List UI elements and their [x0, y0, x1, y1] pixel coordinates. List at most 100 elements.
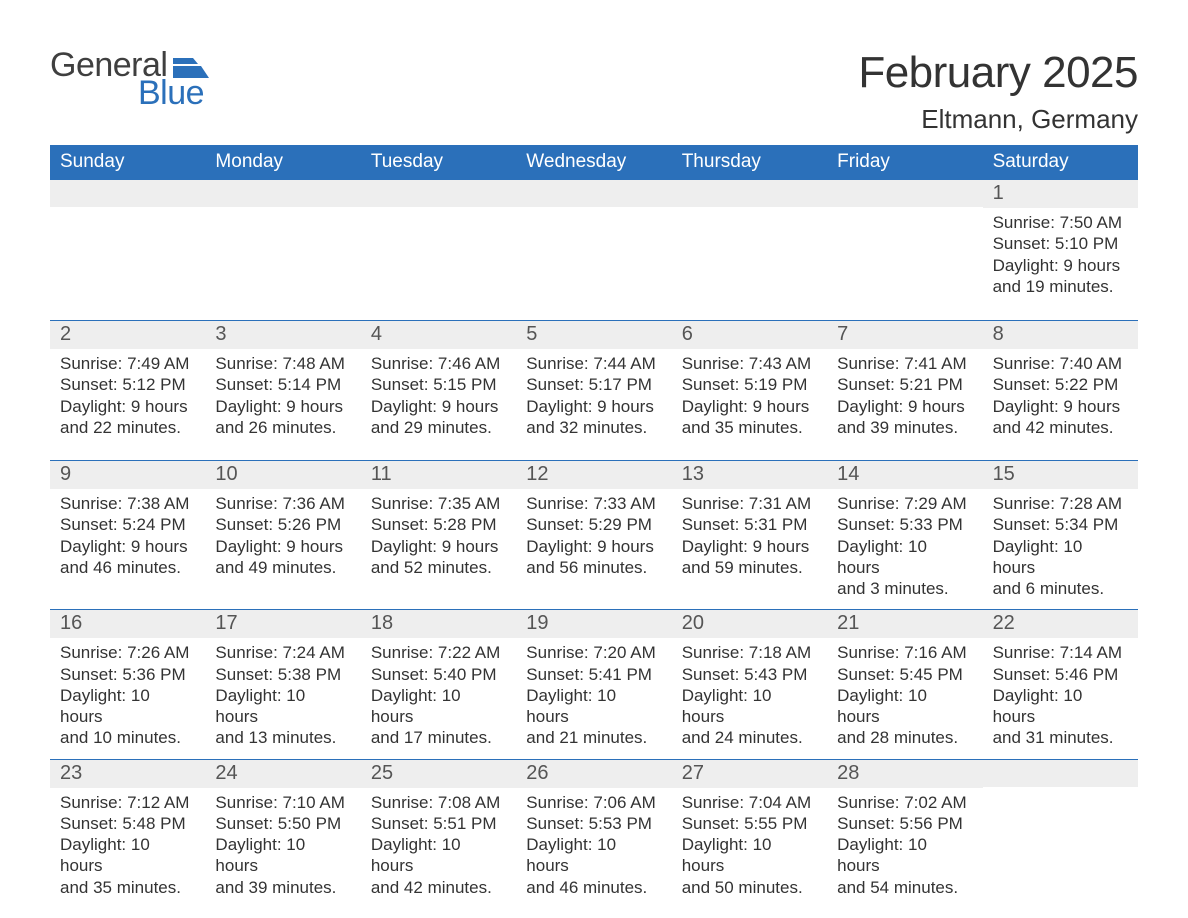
day-details: Sunrise: 7:14 AMSunset: 5:46 PMDaylight:…	[983, 638, 1138, 748]
day-number	[516, 180, 671, 207]
sunset-text: Sunset: 5:48 PM	[60, 813, 195, 834]
day-details: Sunrise: 7:48 AMSunset: 5:14 PMDaylight:…	[205, 349, 360, 438]
daylight-text: and 42 minutes.	[993, 417, 1128, 438]
sunrise-text: Sunrise: 7:46 AM	[371, 353, 506, 374]
sunrise-text: Sunrise: 7:16 AM	[837, 642, 972, 663]
daylight-text: Daylight: 9 hours	[371, 396, 506, 417]
calendar-day-cell: 10Sunrise: 7:36 AMSunset: 5:26 PMDayligh…	[205, 461, 360, 609]
calendar-day-cell: 16Sunrise: 7:26 AMSunset: 5:36 PMDayligh…	[50, 610, 205, 758]
day-details: Sunrise: 7:12 AMSunset: 5:48 PMDaylight:…	[50, 788, 205, 898]
sunrise-text: Sunrise: 7:28 AM	[993, 493, 1128, 514]
calendar-week: 2Sunrise: 7:49 AMSunset: 5:12 PMDaylight…	[50, 320, 1138, 460]
sunrise-text: Sunrise: 7:50 AM	[993, 212, 1128, 233]
sunset-text: Sunset: 5:55 PM	[682, 813, 817, 834]
calendar-day-cell: 21Sunrise: 7:16 AMSunset: 5:45 PMDayligh…	[827, 610, 982, 758]
day-number: 1	[983, 180, 1138, 208]
calendar-day-cell: 27Sunrise: 7:04 AMSunset: 5:55 PMDayligh…	[672, 760, 827, 908]
daylight-text: Daylight: 10 hours	[60, 834, 195, 877]
day-number: 6	[672, 321, 827, 349]
sunset-text: Sunset: 5:40 PM	[371, 664, 506, 685]
sunrise-text: Sunrise: 7:48 AM	[215, 353, 350, 374]
daylight-text: and 46 minutes.	[60, 557, 195, 578]
day-number: 15	[983, 461, 1138, 489]
calendar-day-cell: 11Sunrise: 7:35 AMSunset: 5:28 PMDayligh…	[361, 461, 516, 609]
daylight-text: Daylight: 10 hours	[837, 685, 972, 728]
calendar-day-cell: 28Sunrise: 7:02 AMSunset: 5:56 PMDayligh…	[827, 760, 982, 908]
calendar-day-cell: 17Sunrise: 7:24 AMSunset: 5:38 PMDayligh…	[205, 610, 360, 758]
day-number: 10	[205, 461, 360, 489]
sunrise-text: Sunrise: 7:40 AM	[993, 353, 1128, 374]
month-title: February 2025	[858, 48, 1138, 98]
sunrise-text: Sunrise: 7:06 AM	[526, 792, 661, 813]
day-details: Sunrise: 7:36 AMSunset: 5:26 PMDaylight:…	[205, 489, 360, 578]
day-details: Sunrise: 7:28 AMSunset: 5:34 PMDaylight:…	[983, 489, 1138, 599]
sunrise-text: Sunrise: 7:10 AM	[215, 792, 350, 813]
daylight-text: Daylight: 10 hours	[371, 834, 506, 877]
daylight-text: Daylight: 10 hours	[993, 536, 1128, 579]
daylight-text: and 52 minutes.	[371, 557, 506, 578]
day-number: 8	[983, 321, 1138, 349]
sunrise-text: Sunrise: 7:20 AM	[526, 642, 661, 663]
day-number: 18	[361, 610, 516, 638]
day-number: 9	[50, 461, 205, 489]
daylight-text: Daylight: 9 hours	[993, 255, 1128, 276]
sunset-text: Sunset: 5:33 PM	[837, 514, 972, 535]
weekday-header: Tuesday	[361, 145, 516, 180]
calendar-day-cell: 19Sunrise: 7:20 AMSunset: 5:41 PMDayligh…	[516, 610, 671, 758]
daylight-text: Daylight: 10 hours	[682, 685, 817, 728]
day-number: 17	[205, 610, 360, 638]
sunrise-text: Sunrise: 7:02 AM	[837, 792, 972, 813]
daylight-text: and 32 minutes.	[526, 417, 661, 438]
daylight-text: and 21 minutes.	[526, 727, 661, 748]
sunset-text: Sunset: 5:50 PM	[215, 813, 350, 834]
calendar-day-cell: 5Sunrise: 7:44 AMSunset: 5:17 PMDaylight…	[516, 321, 671, 460]
daylight-text: Daylight: 9 hours	[993, 396, 1128, 417]
daylight-text: Daylight: 9 hours	[60, 396, 195, 417]
sunset-text: Sunset: 5:12 PM	[60, 374, 195, 395]
calendar-day-cell: 12Sunrise: 7:33 AMSunset: 5:29 PMDayligh…	[516, 461, 671, 609]
day-number: 20	[672, 610, 827, 638]
day-details: Sunrise: 7:02 AMSunset: 5:56 PMDaylight:…	[827, 788, 982, 898]
day-details: Sunrise: 7:41 AMSunset: 5:21 PMDaylight:…	[827, 349, 982, 438]
sunset-text: Sunset: 5:19 PM	[682, 374, 817, 395]
day-details: Sunrise: 7:20 AMSunset: 5:41 PMDaylight:…	[516, 638, 671, 748]
daylight-text: and 6 minutes.	[993, 578, 1128, 599]
day-number	[361, 180, 516, 207]
day-details: Sunrise: 7:04 AMSunset: 5:55 PMDaylight:…	[672, 788, 827, 898]
sunset-text: Sunset: 5:21 PM	[837, 374, 972, 395]
day-details: Sunrise: 7:16 AMSunset: 5:45 PMDaylight:…	[827, 638, 982, 748]
day-details: Sunrise: 7:44 AMSunset: 5:17 PMDaylight:…	[516, 349, 671, 438]
daylight-text: and 35 minutes.	[682, 417, 817, 438]
daylight-text: and 19 minutes.	[993, 276, 1128, 297]
day-number: 12	[516, 461, 671, 489]
daylight-text: and 3 minutes.	[837, 578, 972, 599]
sunrise-text: Sunrise: 7:24 AM	[215, 642, 350, 663]
logo: General Blue	[50, 48, 209, 110]
daylight-text: Daylight: 9 hours	[60, 536, 195, 557]
day-number: 3	[205, 321, 360, 349]
day-details: Sunrise: 7:49 AMSunset: 5:12 PMDaylight:…	[50, 349, 205, 438]
weekday-header-row: Sunday Monday Tuesday Wednesday Thursday…	[50, 145, 1138, 180]
day-details: Sunrise: 7:22 AMSunset: 5:40 PMDaylight:…	[361, 638, 516, 748]
day-number: 11	[361, 461, 516, 489]
sunrise-text: Sunrise: 7:26 AM	[60, 642, 195, 663]
calendar-day-cell: 18Sunrise: 7:22 AMSunset: 5:40 PMDayligh…	[361, 610, 516, 758]
sunrise-text: Sunrise: 7:36 AM	[215, 493, 350, 514]
calendar-day-cell: 9Sunrise: 7:38 AMSunset: 5:24 PMDaylight…	[50, 461, 205, 609]
sunrise-text: Sunrise: 7:04 AM	[682, 792, 817, 813]
sunset-text: Sunset: 5:38 PM	[215, 664, 350, 685]
daylight-text: Daylight: 9 hours	[526, 396, 661, 417]
daylight-text: and 59 minutes.	[682, 557, 817, 578]
day-number: 24	[205, 760, 360, 788]
calendar-week: 16Sunrise: 7:26 AMSunset: 5:36 PMDayligh…	[50, 609, 1138, 758]
day-details: Sunrise: 7:35 AMSunset: 5:28 PMDaylight:…	[361, 489, 516, 578]
daylight-text: and 31 minutes.	[993, 727, 1128, 748]
page-header: General Blue February 2025 Eltmann, Germ…	[50, 48, 1138, 135]
day-number	[983, 760, 1138, 787]
daylight-text: Daylight: 9 hours	[215, 536, 350, 557]
sunrise-text: Sunrise: 7:14 AM	[993, 642, 1128, 663]
day-details: Sunrise: 7:18 AMSunset: 5:43 PMDaylight:…	[672, 638, 827, 748]
weekday-header: Thursday	[672, 145, 827, 180]
sunset-text: Sunset: 5:17 PM	[526, 374, 661, 395]
sunset-text: Sunset: 5:15 PM	[371, 374, 506, 395]
